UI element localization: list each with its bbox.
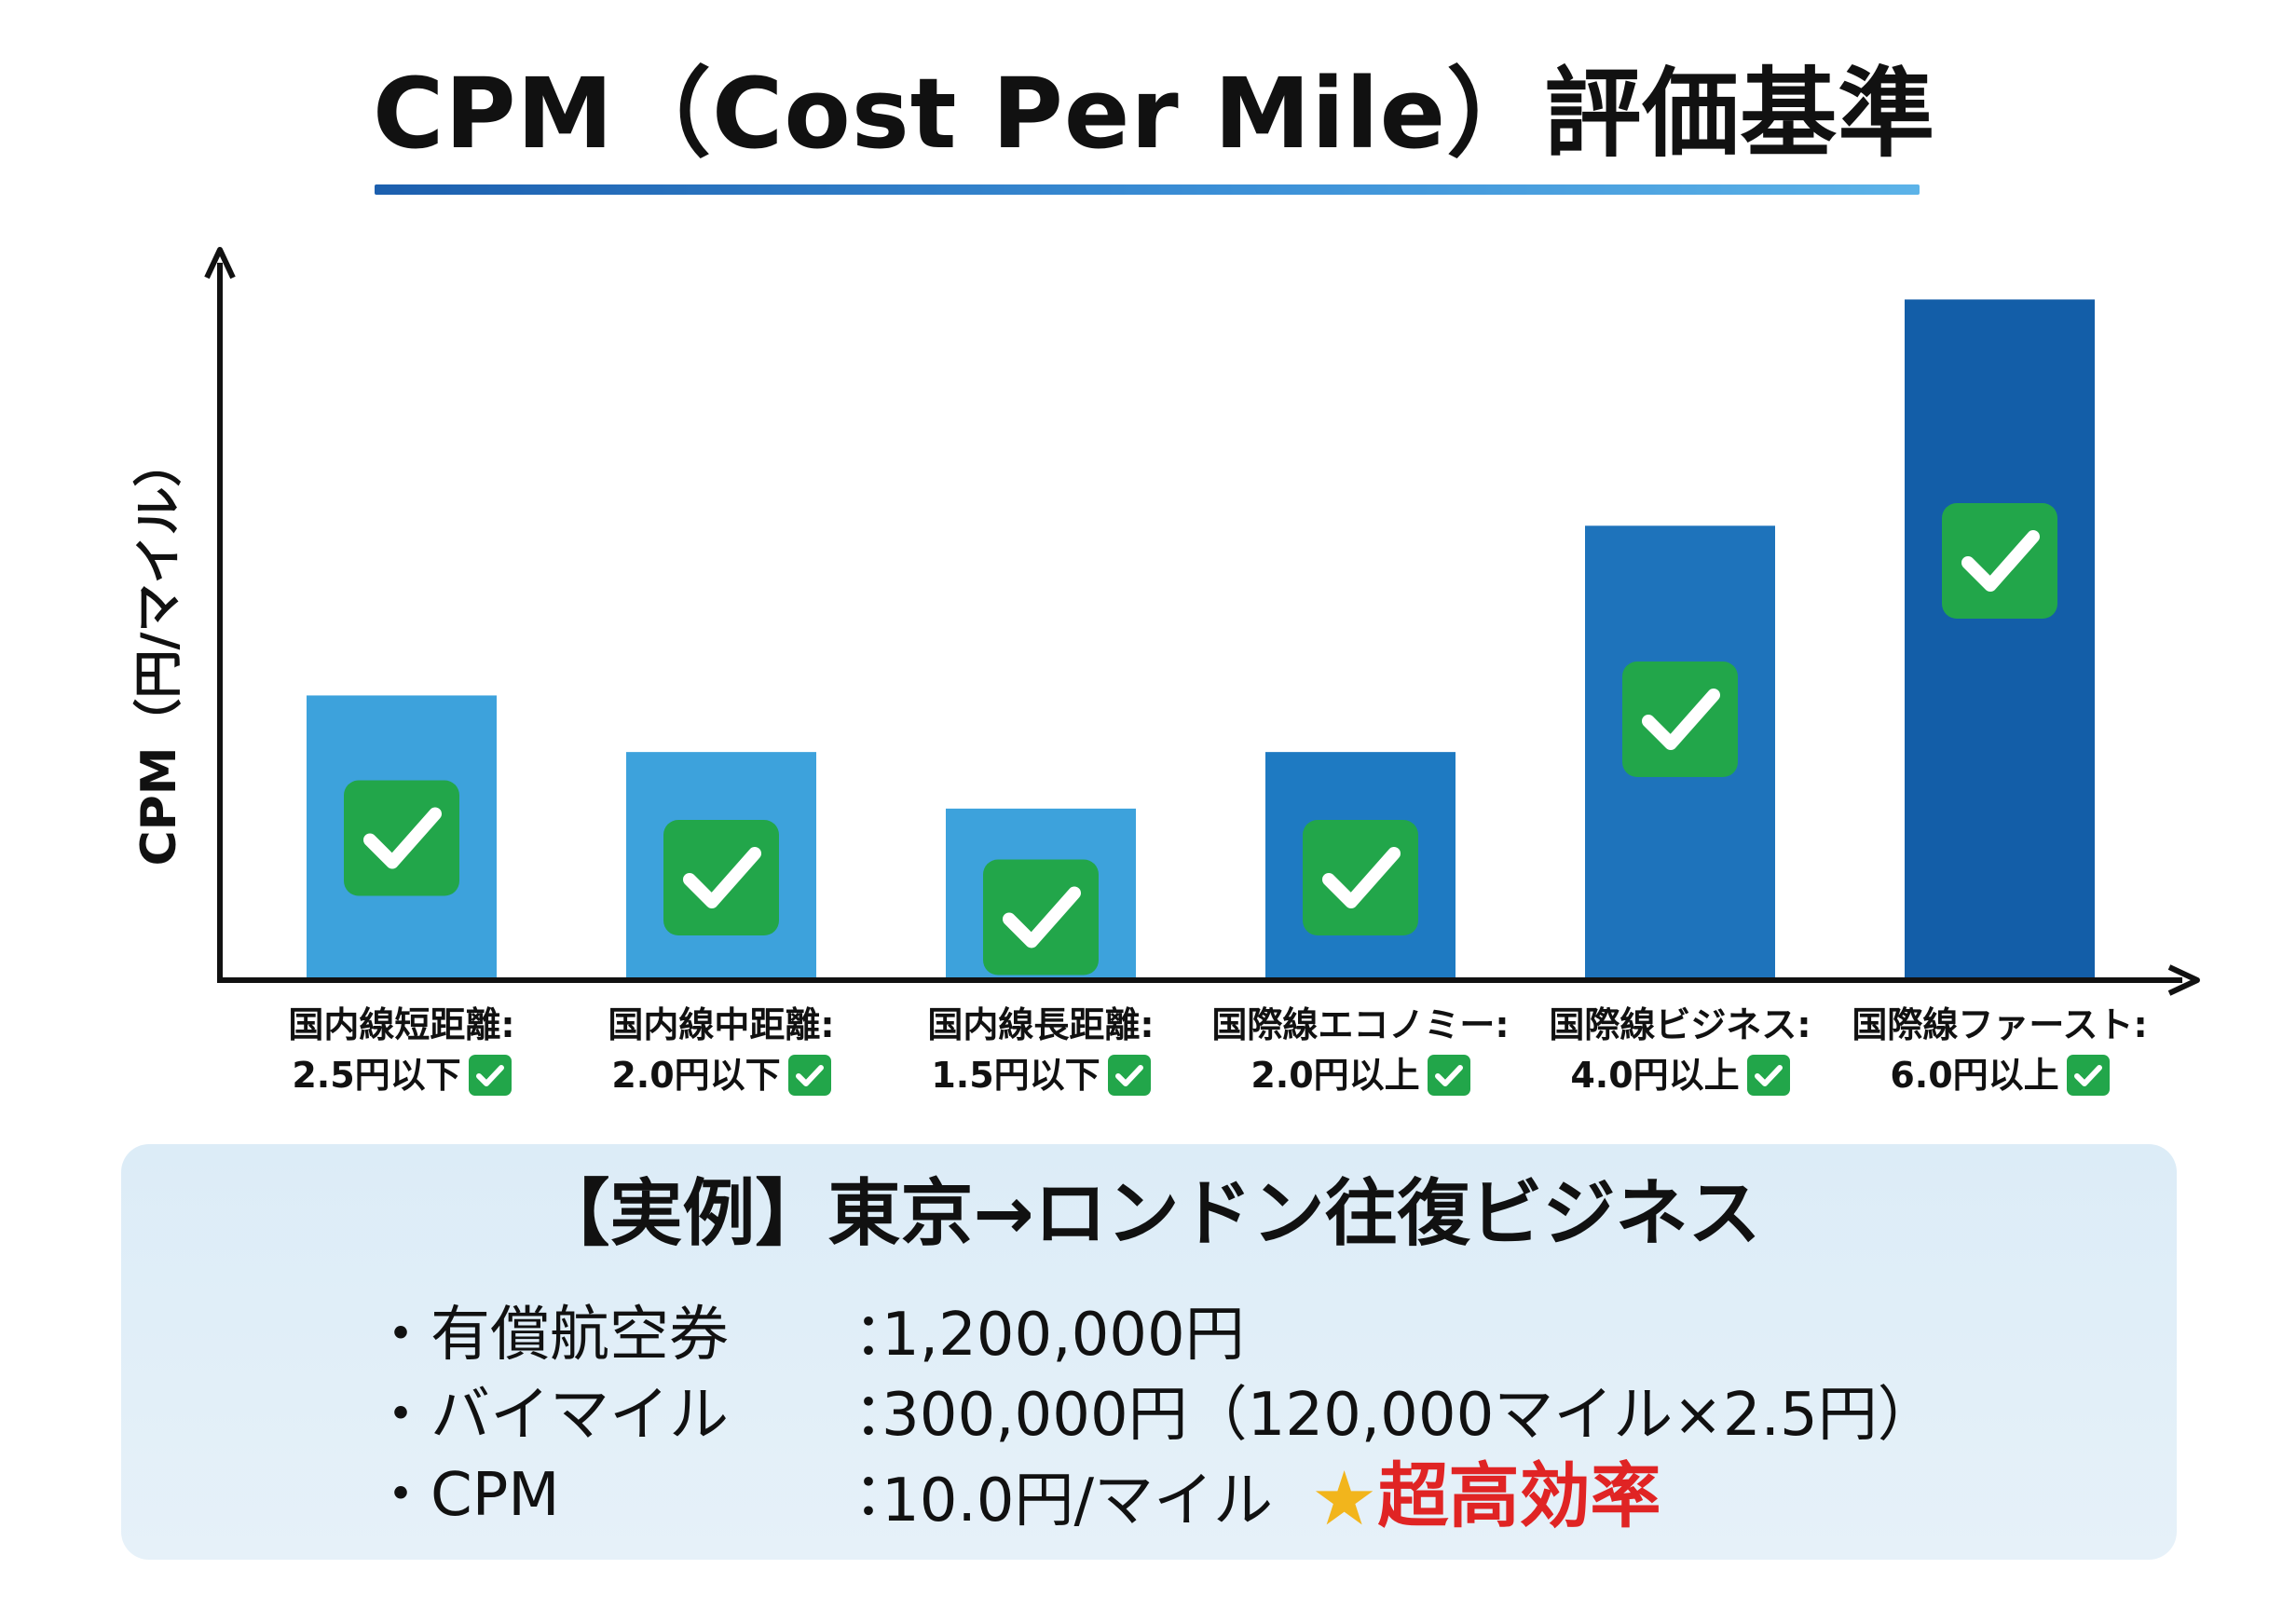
category-label: 国際線ファースト: 6.0円以上 xyxy=(1827,1000,2172,1100)
category-name: 国内線中距離: xyxy=(608,1004,835,1045)
example-title: 【実例】東京→ロンドン往復ビジネス xyxy=(537,1172,1761,1256)
y-axis-label: CPM（円/マイル） xyxy=(131,438,187,866)
row-value: 300,000円（120,000マイル×2.5円） xyxy=(882,1381,1937,1450)
category-name: 国際線エコノミー: xyxy=(1211,1004,1510,1045)
bullet: ・ xyxy=(371,1301,430,1370)
check-icon xyxy=(1303,820,1418,935)
category-label: 国内線長距離: 1.5円以下 xyxy=(868,1000,1213,1100)
row-label: 有償航空券 xyxy=(430,1301,729,1370)
category-name: 国内線短距離: xyxy=(288,1004,515,1045)
check-icon xyxy=(1107,1055,1151,1096)
category-name: 国際線ファースト: xyxy=(1852,1004,2148,1045)
category-criterion: 2.5円以下 xyxy=(292,1050,512,1100)
row-separator: ： xyxy=(854,1381,913,1450)
category-criterion: 4.0円以上 xyxy=(1570,1050,1790,1100)
row-label: バイマイル xyxy=(430,1381,729,1450)
check-icon xyxy=(468,1055,512,1096)
check-icon xyxy=(983,859,1099,976)
example-row-buymile: ・バイマイル ： 300,000円（120,000マイル×2.5円） xyxy=(371,1375,1937,1455)
row-separator: ： xyxy=(854,1301,913,1370)
bar-chart: CPM（円/マイル） xyxy=(131,247,2200,996)
y-axis-arrow xyxy=(204,247,236,280)
row-value: 10.0円/マイル ★超高効率 xyxy=(882,1454,1661,1542)
check-icon xyxy=(2066,1055,2110,1096)
category-label: 国内線短距離: 2.5円以下 xyxy=(229,1000,574,1100)
x-axis-arrow xyxy=(2167,964,2200,996)
row-separator: ： xyxy=(854,1461,913,1530)
category-criterion: 2.0円以下 xyxy=(611,1050,831,1100)
check-icon xyxy=(1427,1055,1470,1096)
bullet: ・ xyxy=(371,1381,430,1450)
check-icon xyxy=(663,820,779,935)
category-name: 国際線ビジネス: xyxy=(1549,1004,1811,1045)
category-name: 国内線長距離: xyxy=(927,1004,1155,1045)
bullet: ・ xyxy=(371,1461,430,1530)
category-criterion: 2.0円以上 xyxy=(1250,1050,1470,1100)
check-icon xyxy=(344,780,459,896)
category-criterion: 1.5円以下 xyxy=(931,1050,1151,1100)
check-icon xyxy=(1622,662,1738,777)
star-icon: ★ xyxy=(1310,1455,1378,1542)
category-criterion: 6.0円以上 xyxy=(1890,1050,2110,1100)
check-icon xyxy=(1942,503,2057,619)
category-label: 国際線エコノミー: 2.0円以上 xyxy=(1188,1000,1533,1100)
example-row-cpm: ・CPM ： 10.0円/マイル ★超高効率 xyxy=(371,1455,1660,1539)
check-icon xyxy=(787,1055,831,1096)
row-label: CPM xyxy=(430,1461,560,1530)
check-icon xyxy=(1746,1055,1790,1096)
category-label: 国際線ビジネス: 4.0円以上 xyxy=(1508,1000,1852,1100)
example-row-fare: ・有償航空券 ： 1,200,000円 xyxy=(371,1295,1245,1375)
example-panel: 【実例】東京→ロンドン往復ビジネス ・有償航空券： 1,200,000円 ・バイマ… xyxy=(121,1144,2177,1560)
highlight-text: 超高効率 xyxy=(1377,1454,1661,1537)
row-value: 1,200,000円 xyxy=(882,1301,1245,1370)
category-label: 国内線中距離: 2.0円以下 xyxy=(549,1000,894,1100)
title-underline xyxy=(375,184,1920,195)
bar xyxy=(1905,299,2095,978)
chart-title: CPM（Cost Per Mile）評価基準 xyxy=(373,57,1936,171)
